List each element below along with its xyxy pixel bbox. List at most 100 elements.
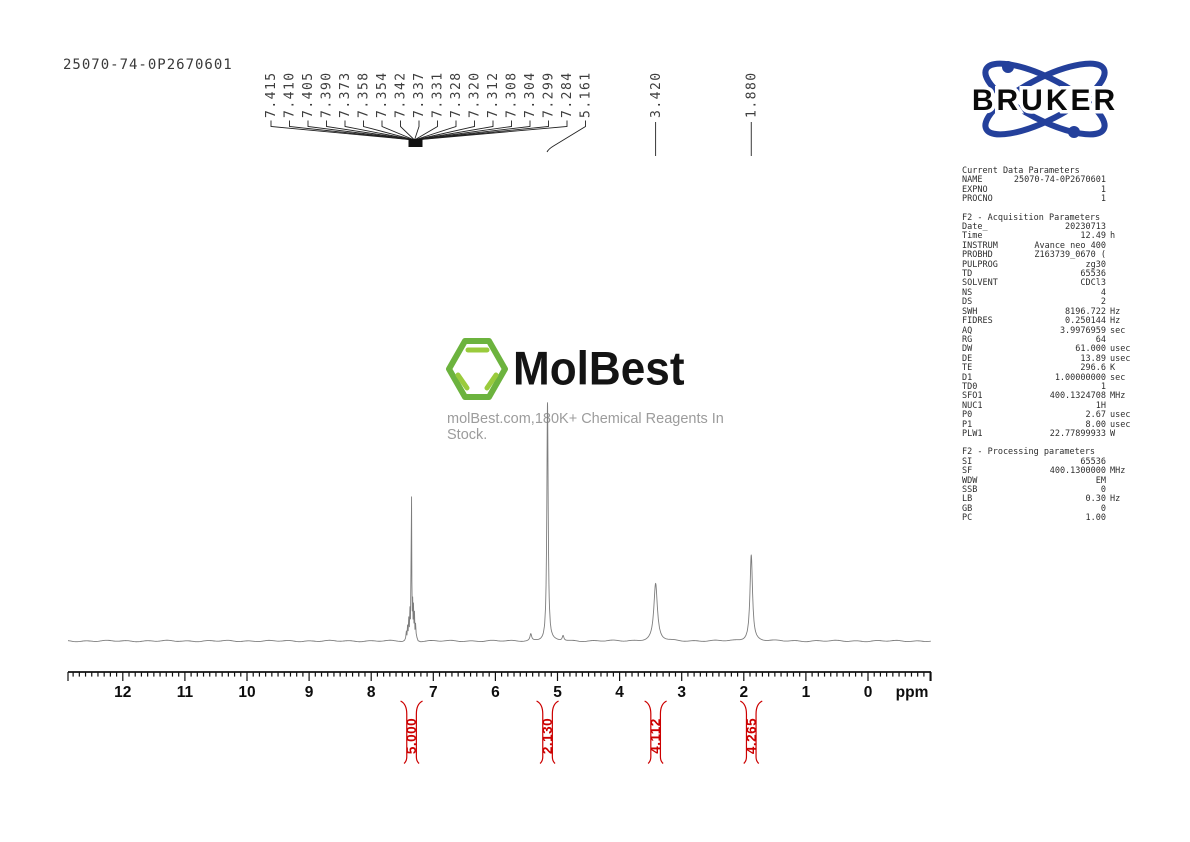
integral-bracket-right	[659, 700, 667, 764]
acquisition-parameters-panel: Current Data Parameters NAME 25070-74-0P26…	[962, 166, 1134, 533]
parameter-pv: 13.89	[1080, 353, 1106, 364]
hexagon-outline	[446, 338, 508, 400]
parameter-pn: PROBHD	[962, 250, 993, 261]
parameter-pv: 1.00	[1085, 513, 1106, 524]
parameter-pv: 0	[1100, 485, 1106, 495]
parameter-row: DS 2	[962, 297, 1134, 307]
parameter-pv: 8.00	[1085, 419, 1106, 430]
axis-tick-label: 9	[305, 684, 314, 701]
integral-bracket-right	[755, 700, 763, 764]
parameter-pv: 25070-74-0P2670601	[1013, 175, 1106, 186]
bruker-brand: BRUKER	[972, 84, 1118, 117]
parameter-pn: NAME	[962, 175, 983, 186]
peak-shift-label: 1.880	[744, 71, 759, 118]
parameter-pv: 2.67	[1085, 410, 1106, 421]
spectrum-trace	[67, 402, 931, 643]
parameter-pv: 1H	[1095, 400, 1106, 411]
parameter-section-title: Current Data Parameters	[962, 166, 1080, 176]
parameter-pu: Hz	[1110, 494, 1121, 505]
peak-leader-line	[414, 120, 512, 141]
parameter-pn: NUC1	[962, 400, 983, 411]
parameter-row: Time 12.49 h	[962, 231, 1134, 242]
integral-bracket-left	[400, 700, 408, 764]
peak-label-block: 7.415 7.410 7.405 7.390 7.373 7.358 7.354 7.342…	[264, 71, 759, 156]
parameter-pn: TD	[962, 269, 973, 280]
leader-fan-node	[408, 139, 423, 147]
electron-dot-1	[1002, 61, 1014, 73]
axis-tick-label: 1	[802, 684, 811, 701]
peak-shift-label: 5.161	[579, 71, 594, 118]
peak-shift-label: 7.390	[320, 71, 335, 118]
parameter-row: Date_ 20230713	[962, 222, 1134, 233]
parameter-pv: 1	[1100, 194, 1106, 205]
peak-leader-line	[414, 120, 420, 141]
parameter-pu: sec	[1110, 372, 1126, 383]
peak-leader-line	[307, 120, 415, 141]
bruker-logo: BRUKER	[968, 60, 1119, 138]
parameter-row: INSTRUM Avance neo 400	[962, 240, 1134, 251]
sample-id: 25070-74-0P2670601	[63, 57, 233, 73]
parameter-pv: 20230713	[1065, 222, 1106, 233]
parameter-section: Current Data Parameters NAME 25070-74-0P26…	[962, 166, 1134, 205]
parameter-pu: MHz	[1110, 391, 1126, 402]
peak-shift-label: 7.337	[412, 71, 427, 118]
peak-shift-label: 7.358	[357, 71, 372, 118]
parameter-row: PC 1.00	[962, 513, 1134, 524]
peak-leader-line	[326, 120, 415, 141]
parameter-pn: GB	[962, 503, 973, 514]
parameter-pu: K	[1110, 363, 1116, 374]
parameter-row: SSB 0	[962, 485, 1134, 495]
molbest-hexagon-icon	[446, 338, 508, 400]
parameter-pn: RG	[962, 334, 973, 345]
parameter-pv: 22.77899933	[1049, 428, 1106, 439]
peak-leader-line	[414, 120, 549, 141]
parameter-pu: W	[1110, 428, 1116, 439]
parameter-pv: 12.49	[1080, 231, 1106, 242]
parameter-pn: P0	[962, 410, 973, 421]
parameter-pn: SF	[962, 466, 973, 477]
axis-tick-label: 10	[238, 684, 255, 701]
parameter-pv: 65536	[1080, 269, 1106, 280]
parameter-row: EXPNO 1	[962, 184, 1134, 195]
parameter-pv: 1	[1100, 184, 1106, 195]
peak-leader-line	[414, 120, 457, 141]
parameter-pv: 0	[1100, 503, 1106, 514]
parameter-pn: PLW1	[962, 428, 983, 439]
peak-shift-label: 7.312	[486, 71, 501, 118]
peak-shift-label: 7.354	[375, 71, 390, 118]
integral-value: 4.265	[744, 718, 759, 754]
peak-shift-label: 7.299	[542, 71, 557, 118]
parameter-pv: CDCl3	[1080, 278, 1106, 289]
axis-tick-label: 0	[864, 684, 873, 701]
peak-shift-label: 7.328	[449, 71, 464, 118]
parameter-row: P0 2.67 usec	[962, 410, 1134, 421]
parameter-pv: 61.000	[1075, 344, 1106, 355]
parameter-pn: NS	[962, 287, 973, 298]
parameter-pv: 1	[1100, 381, 1106, 392]
parameter-pv: zg30	[1085, 259, 1106, 270]
parameter-pn: WDW	[962, 475, 978, 486]
peak-leader-line	[289, 120, 415, 141]
parameter-pn: TD0	[962, 381, 978, 392]
parameter-pv: Avance neo 400	[1034, 240, 1106, 251]
parameter-pu: h	[1110, 231, 1116, 242]
parameter-row: TE 296.6 K	[962, 363, 1134, 374]
parameter-pu: sec	[1110, 325, 1126, 336]
parameter-pn: AQ	[962, 325, 973, 336]
axis-tick-label: 4	[615, 684, 624, 701]
peak-leader-line	[414, 120, 531, 141]
axis-tick-label: 12	[114, 684, 131, 701]
peak-shift-label: 7.320	[468, 71, 483, 118]
parameter-pn: PC	[962, 513, 973, 524]
parameter-pv: EM	[1095, 475, 1106, 486]
axis-unit-label: ppm	[896, 684, 929, 701]
axis-tick-label: 6	[491, 684, 500, 701]
integral-bracket-left	[536, 700, 544, 764]
parameter-pv: 0.250144	[1065, 316, 1106, 327]
parameter-pn: Time	[962, 231, 983, 242]
parameter-pn: FIDRES	[962, 316, 993, 327]
axis-tick-label: 8	[367, 684, 376, 701]
peak-shift-label: 7.415	[264, 71, 279, 118]
parameter-pv: 296.6	[1080, 363, 1106, 374]
parameter-pv: 3.9976959	[1059, 325, 1106, 336]
